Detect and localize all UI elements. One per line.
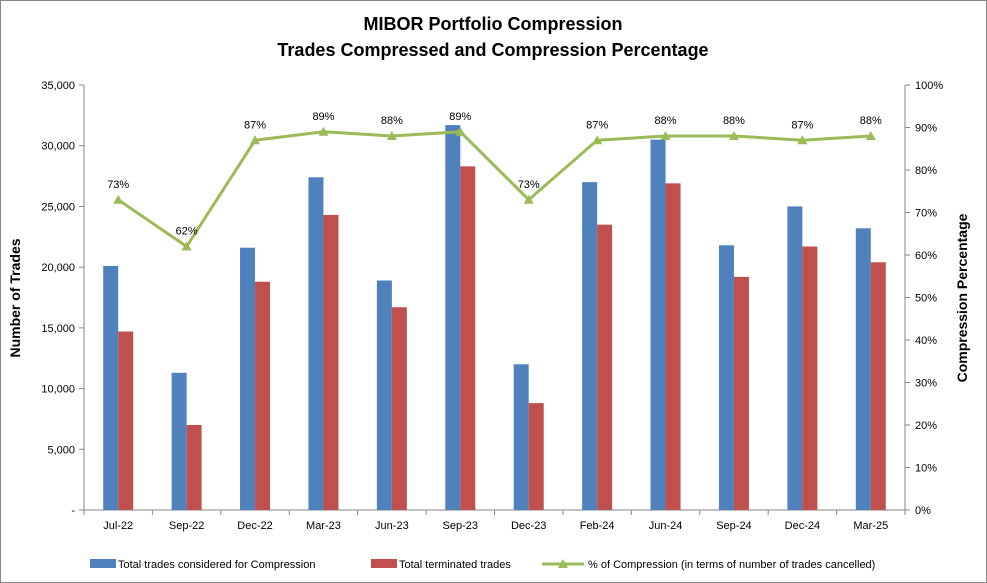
axes: - 5,000 10,000 15,000 20,000 25,000 30,000 35,0… (41, 80, 943, 532)
bar-trades-considered (171, 372, 187, 510)
compression-data-label: 62% (176, 226, 198, 238)
bar-terminated-trades (870, 262, 886, 510)
y2-tick-label: 90% (915, 123, 937, 135)
y-tick-label: 20,000 (41, 262, 75, 274)
x-tick-label: Jun-24 (649, 520, 683, 532)
x-tick-label: Dec-22 (237, 520, 272, 532)
legend-swatch-trades-considered (90, 559, 116, 568)
bar-trades-considered (855, 228, 871, 511)
y-tick-label: 15,000 (41, 323, 75, 335)
compression-marker (865, 131, 876, 140)
compression-series-line (117, 130, 871, 248)
bar-terminated-trades (186, 425, 202, 510)
compression-marker (113, 194, 124, 204)
compression-marker (592, 135, 603, 145)
compression-marker (797, 135, 808, 145)
compression-marker (455, 126, 466, 136)
compression-marker (318, 126, 329, 136)
compression-data-label: 88% (860, 115, 882, 127)
compression-data-label: 89% (312, 111, 334, 123)
y2-tick-label: 0% (915, 505, 931, 517)
bar-trades-considered (103, 265, 119, 510)
compression-data-label: 87% (791, 119, 813, 131)
y-tick-label: 35,000 (41, 80, 75, 92)
y-tick-label: 30,000 (41, 141, 75, 153)
bar-trades-considered (787, 206, 803, 510)
x-tick-label: Dec-23 (511, 520, 546, 532)
compression-marker (386, 131, 397, 140)
bar-trades-considered (718, 245, 734, 511)
legend: Total trades considered for Compression T… (90, 559, 875, 571)
y2-tick-label: 80% (915, 165, 937, 177)
x-tick-label: Sep-24 (716, 520, 751, 532)
chart-subtitle: Trades Compressed and Compression Percen… (277, 40, 708, 60)
x-tick-label: Feb-24 (580, 520, 615, 532)
legend-marker-compression (558, 559, 568, 568)
y-tick-label: 25,000 (41, 201, 75, 213)
y2-tick-label: 100% (915, 80, 943, 92)
x-tick-label: Sep-22 (169, 520, 204, 532)
compression-data-label: 87% (586, 119, 608, 131)
y-tick-label: - (71, 505, 75, 517)
compression-data-label: 87% (244, 119, 266, 131)
y2-tick-label: 30% (915, 378, 937, 390)
bar-trades-considered (513, 364, 529, 510)
compression-data-label: 89% (449, 111, 471, 123)
compression-marker (250, 135, 261, 145)
y2-tick-label: 10% (915, 463, 937, 475)
legend-label-terminated-trades: Total terminated trades (399, 559, 511, 571)
y2-tick-label: 70% (915, 208, 937, 220)
compression-marker (181, 241, 192, 251)
x-tick-label: Mar-23 (306, 520, 341, 532)
bar-terminated-trades (323, 214, 339, 510)
bar-trades-considered (582, 182, 598, 510)
bar-terminated-trades (665, 183, 681, 510)
bar-trades-considered (650, 139, 666, 510)
chart-title: MIBOR Portfolio Compression (363, 14, 622, 34)
y2-tick-label: 50% (915, 293, 937, 305)
compression-data-label: 73% (107, 179, 129, 191)
x-tick-label: Jun-23 (375, 520, 409, 532)
compression-marker (523, 194, 534, 204)
bar-terminated-trades (391, 307, 407, 510)
compression-data-label: 88% (723, 115, 745, 127)
bar-terminated-trades (733, 276, 749, 510)
legend-label-trades-considered: Total trades considered for Compression (118, 559, 315, 571)
bars (103, 125, 886, 511)
y2-tick-label: 60% (915, 250, 937, 262)
bar-trades-considered (445, 125, 461, 511)
compression-marker (660, 131, 671, 140)
bar-trades-considered (308, 177, 324, 511)
data-labels: 73% 62% 87% 89% 88% 89% 73% 87% 88% 88% 87% 88% (107, 111, 882, 238)
x-tick-label: Mar-25 (853, 520, 888, 532)
bar-trades-considered (376, 280, 392, 510)
y-tick-label: 5,000 (47, 444, 75, 456)
bar-terminated-trades (528, 403, 544, 510)
compression-data-label: 73% (518, 179, 540, 191)
x-tick-label: Dec-24 (785, 520, 820, 532)
compression-data-label: 88% (655, 115, 677, 127)
compression-data-label: 88% (381, 115, 403, 127)
y2-tick-label: 40% (915, 335, 937, 347)
bar-trades-considered (240, 247, 256, 510)
bar-terminated-trades (255, 281, 271, 510)
bar-terminated-trades (802, 246, 818, 510)
x-tick-label: Sep-23 (443, 520, 478, 532)
y2-tick-label: 20% (915, 420, 937, 432)
bar-terminated-trades (118, 331, 134, 510)
bar-terminated-trades (597, 224, 613, 510)
y2-axis-title: Compression Percentage (954, 213, 970, 382)
bar-terminated-trades (460, 166, 476, 510)
legend-label-compression: % of Compression (in terms of number of … (588, 559, 875, 571)
legend-swatch-terminated-trades (371, 559, 397, 568)
compression-marker (728, 131, 739, 140)
y-tick-label: 10,000 (41, 384, 75, 396)
y-axis-title: Number of Trades (7, 238, 23, 357)
x-tick-label: Jul-22 (103, 520, 133, 532)
compression-line (113, 126, 876, 251)
